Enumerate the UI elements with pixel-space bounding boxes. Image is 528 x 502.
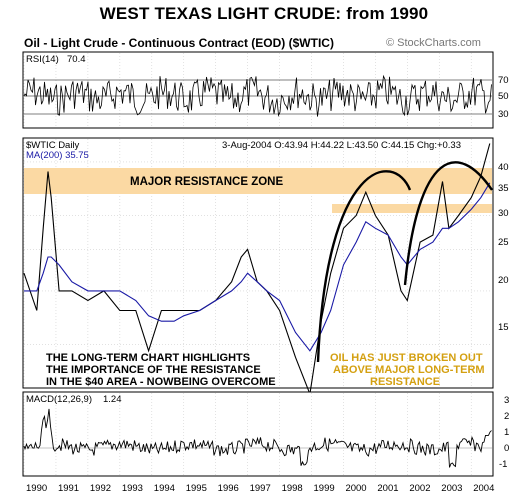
x-tick-label: 1997	[250, 483, 271, 494]
price-tick-30: 30	[498, 208, 509, 219]
note-right-line-1: OIL HAS JUST BROKEN OUT	[330, 352, 483, 364]
price-tick-20: 20	[498, 275, 509, 286]
x-tick-label: 1998	[282, 483, 303, 494]
symbol-label: $WTIC Daily	[26, 140, 80, 151]
rsi-tick-50: 50	[498, 91, 509, 102]
note-left-line-2: THE IMPORTANCE OF THE RESISTANCE	[46, 364, 261, 376]
resistance-zone-label: MAJOR RESISTANCE ZONE	[130, 176, 283, 188]
macd-tick-0: 0	[504, 443, 509, 454]
rsi-label: RSI(14)	[26, 54, 59, 65]
x-axis-labels: 1990 1991 1992 1993 1994 1995 1996 1997 1998 1999…	[26, 483, 494, 494]
contract-title: Oil - Light Crude - Continuous Contract …	[24, 36, 334, 50]
note-right-line-3: RESISTANCE	[370, 376, 440, 388]
x-tick-label: 2004	[473, 483, 494, 494]
x-tick-label: 1995	[186, 483, 207, 494]
ma-series-path	[24, 182, 491, 352]
chart-title: WEST TEXAS LIGHT CRUDE: from 1990	[99, 4, 429, 23]
macd-series-path	[23, 408, 492, 468]
x-tick-label: 1993	[122, 483, 143, 494]
macd-value: 1.24	[103, 394, 122, 405]
x-tick-label: 1990	[26, 483, 47, 494]
macd-tick-3: 3	[504, 395, 509, 406]
arc-left	[316, 170, 412, 363]
arc-right	[403, 161, 493, 286]
macd-tick-2: 2	[504, 411, 509, 422]
price-tick-15: 15	[498, 322, 509, 333]
note-right-line-2: ABOVE MAJOR LONG-TERM	[333, 364, 485, 376]
price-tick-25: 25	[498, 237, 509, 248]
macd-gridlines	[23, 393, 492, 475]
rsi-tick-70: 70	[498, 75, 509, 86]
macd-tick-neg1: -1	[499, 459, 507, 470]
x-tick-label: 2002	[409, 483, 430, 494]
support-zone	[332, 204, 492, 213]
rsi-series-path	[23, 74, 492, 117]
quote-line: 3-Aug-2004 O:43.94 H:44.22 L:43.50 C:44.…	[222, 140, 461, 151]
macd-tick-1: 1	[504, 427, 509, 438]
x-tick-label: 2000	[345, 483, 366, 494]
resistance-zone	[24, 168, 492, 194]
x-tick-label: 1992	[90, 483, 111, 494]
macd-panel	[22, 391, 494, 477]
note-left-line-1: THE LONG-TERM CHART HIGHLIGHTS	[46, 352, 250, 364]
note-left-line-3: IN THE $40 AREA - NOWBEING OVERCOME	[46, 376, 276, 388]
x-tick-label: 1999	[314, 483, 335, 494]
price-tick-35: 35	[498, 183, 509, 194]
x-tick-label: 1991	[58, 483, 79, 494]
rsi-tick-30: 30	[498, 109, 509, 120]
rsi-panel	[22, 51, 494, 129]
ma-label: MA(200) 35.75	[26, 150, 89, 161]
rsi-line	[23, 74, 492, 117]
x-tick-label: 2003	[441, 483, 462, 494]
rsi-value: 70.4	[67, 54, 86, 65]
watermark: © StockCharts.com	[386, 37, 481, 49]
price-tick-40: 40	[498, 162, 509, 173]
x-tick-label: 1994	[154, 483, 175, 494]
x-tick-label: 1996	[218, 483, 239, 494]
macd-label: MACD(12,26,9)	[26, 394, 92, 405]
ma-line	[24, 182, 491, 352]
x-tick-label: 2001	[377, 483, 398, 494]
macd-line	[23, 408, 492, 468]
